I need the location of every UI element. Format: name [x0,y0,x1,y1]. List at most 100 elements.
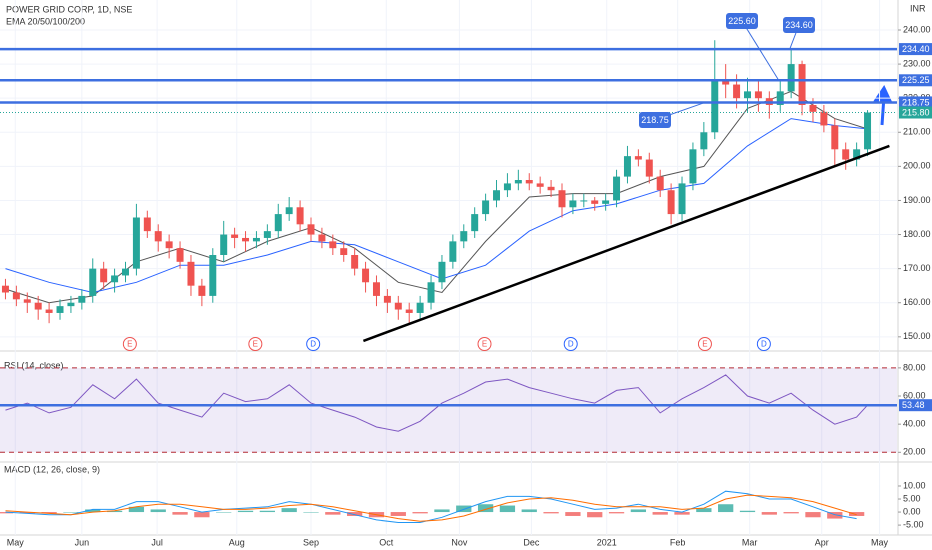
candle-body [711,81,719,133]
callout-box [639,112,671,128]
x-tick-label: Aug [229,537,245,547]
macd-histogram-bar [761,512,777,515]
candle-body [678,183,686,215]
candle-body [78,295,86,303]
candle-body [56,306,64,313]
event-marker [248,337,263,351]
y-tick-label: 20.00 [903,447,926,457]
y-tick-label: 170.00 [903,263,931,273]
callout-box [783,17,815,33]
candle-body [591,200,599,204]
candle-body [482,200,490,215]
macd-histogram-bar [543,512,559,514]
candle-body [274,214,282,232]
candle-body [100,268,108,283]
candle-body [438,261,446,283]
macd-histogram-bar [216,512,232,513]
x-tick-label: Apr [815,537,829,547]
macd-histogram-bar [739,510,756,513]
macd-histogram-bar [106,510,123,513]
candle-body [143,217,151,232]
event-label: E [127,340,132,349]
macd-histogram-bar [150,509,166,513]
candle-body [853,149,861,160]
macd-histogram-bar [237,510,254,513]
macd-histogram-bar [41,512,57,514]
candle-body [580,200,588,202]
macd-histogram-bar [783,512,799,514]
candle-body [111,275,119,283]
callout-pointer [741,20,779,80]
macd-histogram-bar [0,512,14,514]
y-tick-label: 150.00 [903,331,931,341]
level-label: 218.75 [902,97,930,107]
candle-body [154,231,162,242]
y-tick-label: 40.00 [903,419,926,429]
y-tick-label: -5.00 [903,519,924,529]
y-tick-label: 80.00 [903,362,926,372]
macd-histogram-bar [848,512,865,516]
candle-body [514,180,522,184]
y-tick-label: 0.00 [903,506,921,516]
candle-body [296,207,304,225]
macd-histogram-bar [172,512,188,515]
macd-histogram-bar [718,504,734,513]
x-tick-label: Sep [303,537,319,547]
macd-histogram-bar [652,512,668,515]
candle-body [798,64,806,105]
last-price-label: 215.80 [902,107,930,117]
candle-body [503,183,511,191]
candle-body [340,248,348,255]
y-tick-label: 60.00 [903,390,926,400]
candle-body [634,156,642,160]
candle-body [700,132,708,150]
candle-body [613,176,621,201]
macd-histogram-bar [259,510,275,513]
level-box [899,74,932,87]
chart-title: POWER GRID CORP, 1D, NSE [6,4,132,14]
candle-body [525,180,533,184]
x-tick-label: 2021 [597,537,617,547]
candle-body [449,241,457,262]
candle-body [536,183,544,187]
macd-histogram-bar [630,509,647,513]
candle-body [733,84,741,99]
candle-body [460,231,468,242]
candle-body [864,112,872,150]
candle-body [67,302,75,307]
candle-body [89,268,97,296]
candle-body [776,91,784,105]
macd-histogram-bar [477,504,494,513]
macd-histogram-bar [412,512,428,514]
candle-body [471,214,479,232]
candle-body [547,186,555,191]
candle-body [1,285,9,293]
y-tick-label: 210.00 [903,127,931,137]
candle-body [744,91,751,99]
currency-label: INR [910,3,926,13]
x-tick-label: Dec [523,537,540,547]
candle-body [34,302,42,310]
x-tick-label: Nov [451,537,468,547]
macd-histogram-bar [325,512,341,515]
candle-body [405,309,413,313]
candle-body [122,268,129,276]
x-tick-label: Oct [379,537,394,547]
candle-body [787,64,795,92]
candle-body [493,190,501,201]
candle-body [23,299,31,303]
candle-body [187,261,195,286]
x-tick-label: May [871,537,889,547]
candle-body [176,248,184,262]
x-tick-label: Jul [151,537,163,547]
candle-body [252,237,260,242]
macd-histogram-bar [281,508,297,513]
candle-body [12,292,20,300]
macd-histogram-bar [587,512,603,518]
event-marker [563,337,578,351]
ema-line [5,90,868,304]
callout-label: 218.75 [641,115,669,125]
x-tick-label: May [7,537,25,547]
candle-body [842,149,850,160]
candle-body [558,190,566,208]
